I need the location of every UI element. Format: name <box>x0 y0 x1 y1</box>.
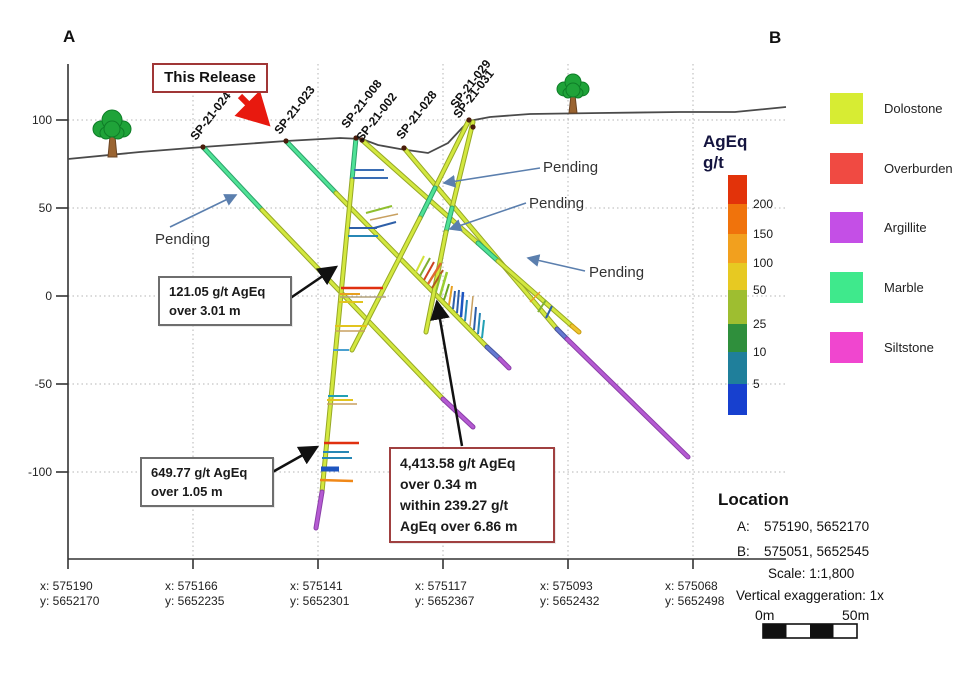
location-a-value: 575190, 5652170 <box>764 519 869 534</box>
scale-text: Scale: 1:1,800 <box>768 566 854 581</box>
svg-text:y: 5652301: y: 5652301 <box>290 594 350 608</box>
legend-swatch-argillite <box>830 212 863 243</box>
legend-label: Dolostone <box>884 101 943 116</box>
svg-text:y: 5652498: y: 5652498 <box>665 594 725 608</box>
legend-swatch-marble <box>830 272 863 303</box>
svg-text:y: 5652432: y: 5652432 <box>540 594 600 608</box>
drill-trace-sp-21-028 <box>401 145 691 460</box>
pending-label: Pending <box>155 231 210 248</box>
assay-bars-misc <box>365 205 553 319</box>
y-axis-ticks <box>56 119 68 473</box>
legend-label: Argillite <box>884 220 927 235</box>
svg-text:x: 575117: x: 575117 <box>415 579 467 593</box>
intercept-callout-121: 121.05 g/t AgEq over 3.01 m <box>158 276 292 326</box>
svg-text:x: 575141: x: 575141 <box>290 579 343 593</box>
x-axis-ticks <box>67 559 694 569</box>
drillhole-label: SP-21-024 <box>187 89 234 143</box>
legend-label: Overburden <box>884 161 953 176</box>
annotation-arrows <box>268 265 464 476</box>
svg-text:x: 575190: x: 575190 <box>40 579 93 593</box>
y-tick-label: 50 <box>39 201 53 215</box>
scale-bar: 0m 50m <box>755 607 869 639</box>
ageq-colorbar: AgEq g/t 200 150 100 50 25 10 5 <box>703 132 773 415</box>
drill-trace-sp-21-024 <box>200 144 476 430</box>
drill-trace-sp-21-023 <box>283 138 512 371</box>
legend-swatch-dolostone <box>830 93 863 124</box>
drill-collars <box>200 117 476 151</box>
drill-trace-sp-21-029 <box>349 117 472 353</box>
intercept-callout-4413: 4,413.58 g/t AgEq over 0.34 m within 239… <box>389 447 555 543</box>
colorbar-units: g/t <box>703 153 724 172</box>
svg-text:10: 10 <box>753 345 767 359</box>
drillhole-label: SP-21-028 <box>393 88 440 142</box>
drillhole-label: SP-21-023 <box>271 83 318 137</box>
y-axis-labels: 100 50 0 -50 -100 <box>28 113 52 479</box>
topography-line <box>67 106 787 160</box>
pending-label: Pending <box>589 264 644 281</box>
y-tick-label: 100 <box>32 113 52 127</box>
y-tick-label: 0 <box>45 289 52 303</box>
svg-text:100: 100 <box>753 256 773 270</box>
location-b-value: 575051, 5652545 <box>764 544 869 559</box>
assay-bars-sp-21-008 <box>319 169 388 483</box>
pending-label: Pending <box>529 195 584 212</box>
pending-label: Pending <box>543 159 598 176</box>
svg-text:200: 200 <box>753 197 773 211</box>
legend-swatch-overburden <box>830 153 863 184</box>
location-a-label: A: <box>737 519 750 534</box>
tree-icon <box>556 73 590 114</box>
svg-text:x: 575093: x: 575093 <box>540 579 593 593</box>
location-title: Location <box>718 490 789 509</box>
svg-text:150: 150 <box>753 227 773 241</box>
location-b-label: B: <box>737 544 750 559</box>
axes <box>56 64 786 569</box>
svg-text:y: 5652235: y: 5652235 <box>165 594 225 608</box>
svg-text:5: 5 <box>753 377 760 391</box>
lithology-legend: Dolostone Overburden Argillite Marble Si… <box>830 93 953 363</box>
tree-icon <box>92 109 132 158</box>
legend-swatch-siltstone <box>830 332 863 363</box>
pending-annotations: Pending Pending Pending Pending <box>155 159 644 281</box>
location-block: Location A: 575190, 5652170 B: 575051, 5… <box>718 490 884 603</box>
svg-text:50: 50 <box>753 283 767 297</box>
vertical-exaggeration-text: Vertical exaggeration: 1x <box>736 588 884 603</box>
intercept-callout-649: 649.77 g/t AgEq over 1.05 m <box>140 457 274 507</box>
legend-label: Siltstone <box>884 340 934 355</box>
release-arrow <box>234 90 271 127</box>
this-release-callout: This Release <box>152 63 268 93</box>
svg-text:y: 5652367: y: 5652367 <box>415 594 475 608</box>
svg-text:y: 5652170: y: 5652170 <box>40 594 100 608</box>
y-tick-label: -50 <box>35 377 53 391</box>
drill-trace-sp-21-008 <box>313 135 359 531</box>
scale-bar-left-label: 0m <box>755 607 774 623</box>
svg-text:x: 575166: x: 575166 <box>165 579 218 593</box>
scale-bar-right-label: 50m <box>842 607 869 623</box>
svg-text:x: 575068: x: 575068 <box>665 579 718 593</box>
section-end-b: B <box>769 28 782 47</box>
svg-text:25: 25 <box>753 317 767 331</box>
colorbar-title: AgEq <box>703 132 747 151</box>
x-axis-labels: x: 575190 y: 5652170 x: 575166 y: 565223… <box>40 579 725 608</box>
legend-label: Marble <box>884 280 924 295</box>
y-tick-label: -100 <box>28 465 52 479</box>
section-end-a: A <box>63 27 76 46</box>
